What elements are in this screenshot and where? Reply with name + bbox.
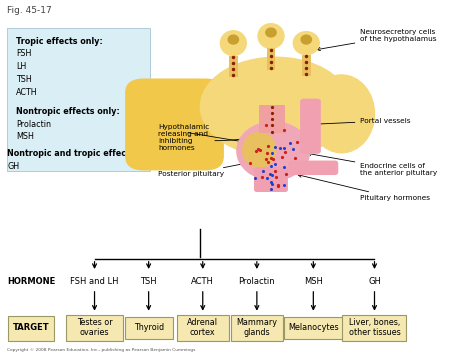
Text: GH: GH	[368, 277, 381, 286]
Text: Liver, bones,
other tissues: Liver, bones, other tissues	[348, 318, 401, 338]
Ellipse shape	[243, 132, 276, 168]
Text: FSH and LH: FSH and LH	[70, 277, 119, 286]
Ellipse shape	[293, 32, 319, 55]
FancyBboxPatch shape	[66, 315, 123, 341]
FancyBboxPatch shape	[231, 315, 283, 341]
Text: Neurosecretory cells
of the hypothalamus: Neurosecretory cells of the hypothalamus	[317, 29, 437, 51]
FancyBboxPatch shape	[300, 99, 321, 154]
Text: TSH: TSH	[140, 277, 157, 286]
FancyBboxPatch shape	[9, 316, 54, 340]
Ellipse shape	[201, 57, 351, 156]
Text: Prolactin: Prolactin	[16, 120, 51, 129]
Text: ACTH: ACTH	[16, 88, 37, 97]
FancyBboxPatch shape	[125, 317, 173, 339]
Ellipse shape	[258, 24, 284, 48]
FancyBboxPatch shape	[177, 315, 228, 341]
Text: Thyroid: Thyroid	[134, 323, 164, 332]
Text: LH: LH	[16, 62, 26, 71]
FancyBboxPatch shape	[302, 55, 310, 76]
Ellipse shape	[220, 31, 246, 55]
Text: TARGET: TARGET	[13, 323, 49, 332]
Ellipse shape	[237, 122, 310, 180]
Text: Posterior pituitary: Posterior pituitary	[158, 161, 251, 177]
Text: Copyright © 2008 Pearson Education, Inc., publishing as Pearson Benjamin Cumming: Copyright © 2008 Pearson Education, Inc.…	[8, 348, 196, 352]
Text: Mammary
glands: Mammary glands	[237, 318, 277, 338]
FancyBboxPatch shape	[254, 167, 288, 192]
Ellipse shape	[309, 75, 374, 153]
FancyBboxPatch shape	[267, 48, 275, 70]
FancyBboxPatch shape	[259, 105, 285, 133]
Text: Nontropic effects only:: Nontropic effects only:	[16, 107, 120, 116]
Ellipse shape	[266, 28, 276, 37]
Text: Pituitary hormones: Pituitary hormones	[298, 174, 430, 201]
Text: Prolactin: Prolactin	[238, 277, 275, 286]
Text: TSH: TSH	[16, 75, 32, 84]
Text: MSH: MSH	[304, 277, 323, 286]
Text: Testes or
ovaries: Testes or ovaries	[77, 318, 112, 338]
Text: Portal vessels: Portal vessels	[312, 118, 411, 126]
Text: Tropic effects only:: Tropic effects only:	[16, 37, 103, 46]
Text: Adrenal
cortex: Adrenal cortex	[187, 318, 218, 338]
Text: FSH: FSH	[16, 49, 31, 59]
Text: ACTH: ACTH	[191, 277, 214, 286]
Ellipse shape	[228, 35, 238, 44]
Text: Hypothalamic
releasing and
inhibiting
hormones: Hypothalamic releasing and inhibiting ho…	[158, 125, 260, 152]
Text: Nontropic and tropic effects:: Nontropic and tropic effects:	[8, 149, 138, 158]
Text: MSH: MSH	[16, 132, 34, 141]
Text: HORMONE: HORMONE	[7, 277, 55, 286]
FancyBboxPatch shape	[125, 78, 224, 170]
Ellipse shape	[301, 35, 311, 44]
Text: Melanocytes: Melanocytes	[288, 323, 338, 332]
Text: Endocrine cells of
the anterior pituitary: Endocrine cells of the anterior pituitar…	[308, 152, 438, 176]
FancyBboxPatch shape	[288, 160, 338, 175]
Text: Fig. 45-17: Fig. 45-17	[8, 6, 52, 15]
FancyBboxPatch shape	[229, 55, 237, 77]
FancyBboxPatch shape	[343, 315, 407, 341]
Text: GH: GH	[8, 162, 19, 170]
FancyBboxPatch shape	[7, 28, 150, 171]
FancyBboxPatch shape	[283, 317, 343, 339]
